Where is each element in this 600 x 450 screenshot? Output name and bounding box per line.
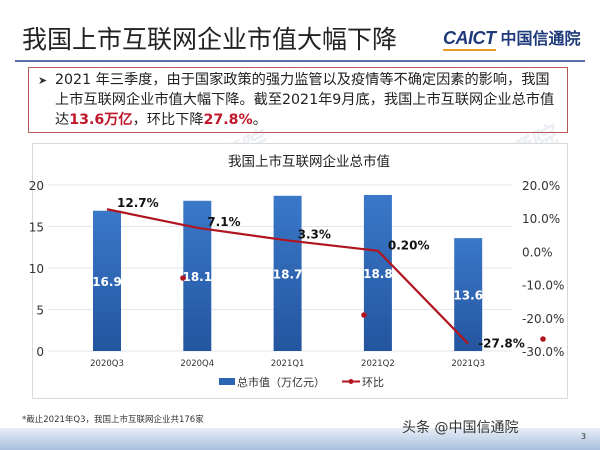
legend-line-marker [348,379,354,384]
y-left-tick: 20 [29,179,44,193]
arrow-bullet-icon: ➤ [38,74,48,87]
bar [454,238,483,351]
y-right-tick: -20.0% [522,312,564,326]
y-right-tick: 20.0% [522,179,560,193]
bar [273,195,302,351]
page-number: 3 [581,432,587,441]
y-right-tick: -30.0% [522,345,564,359]
legend-bar-label: 总市值（万亿元） [237,375,325,389]
x-tick-label: 2020Q4 [180,359,214,369]
line-marker [540,336,546,342]
y-left-tick: 10 [29,262,44,276]
bar [363,194,392,351]
x-tick-label: 2020Q3 [90,359,124,369]
bar-value-label: 18.8 [363,267,393,281]
line-value-label: 12.7% [117,196,159,210]
line-series: 12.7% 7.1% 3.3% 0.20% -27.8% [106,196,546,351]
caict-logo: CAICT 中国信通院 [443,25,581,51]
summary-text-part: 2021 年三季度，由于国家政策的强力监管以及疫情等不确定因素的影响，我国上市互… [55,72,555,128]
bar-series: 16.9 18.1 18.7 18.8 13.6 [92,194,483,351]
summary-text: 2021 年三季度，由于国家政策的强力监管以及疫情等不确定因素的影响，我国上市互… [55,70,557,130]
y-left-tick: 5 [36,304,44,318]
line-marker [180,275,186,281]
line-value-label: 7.1% [207,215,240,229]
line-value-label: 0.20% [388,239,430,253]
x-axis: 2020Q3 2020Q4 2021Q1 2021Q2 2021Q3 [90,359,485,369]
y-left-tick: 0 [36,345,44,359]
chart-title: 我国上市互联网企业总市值 [228,154,390,170]
line-value-label: 3.3% [298,227,331,241]
trend-line [106,208,469,345]
bar-value-label: 16.9 [92,275,122,289]
legend: 总市值（万亿元） 环比 [219,375,384,389]
y-left-tick: 15 [29,221,44,235]
logo-text-cn: 中国信通院 [500,29,581,48]
bar-value-label: 13.6 [453,289,483,303]
logo-text-en: CAICT [443,28,496,51]
y-right-tick: -10.0% [522,279,564,293]
line-marker [361,312,367,318]
summary-box: ➤ 2021 年三季度，由于国家政策的强力监管以及疫情等不确定因素的影响，我国上… [28,67,568,133]
y-right-tick: 0.0% [522,245,553,259]
bar-value-label: 18.1 [182,270,212,284]
legend-line-label: 环比 [362,376,384,389]
page-title: 我国上市互联网企业市值大幅下降 [22,25,398,54]
x-tick-label: 2021Q2 [361,359,395,369]
highlight-pct: 27.8% [203,112,253,128]
right-axis: 20.0% 10.0% 0.0% -10.0% -20.0% -30.0% [522,179,564,359]
summary-text-part: ，环比下降 [132,112,204,128]
bar [93,210,121,351]
left-axis: 20 15 10 5 0 [29,179,44,359]
footnote: *截止2021年Q3，我国上市互联网企业共176家 [22,415,204,425]
legend-bar-swatch [219,378,235,385]
source-tag: 头条 @中国信通院 [402,420,519,436]
bar-value-label: 18.7 [273,267,303,281]
highlight-value: 13.6万亿 [69,112,133,128]
y-right-tick: 10.0% [522,212,560,226]
header-divider [15,60,585,62]
footer-band [0,428,600,450]
x-tick-label: 2021Q3 [451,359,485,369]
line-value-label: -27.8% [478,337,525,351]
summary-text-part: 。 [252,112,267,128]
x-tick-label: 2021Q1 [271,359,305,369]
